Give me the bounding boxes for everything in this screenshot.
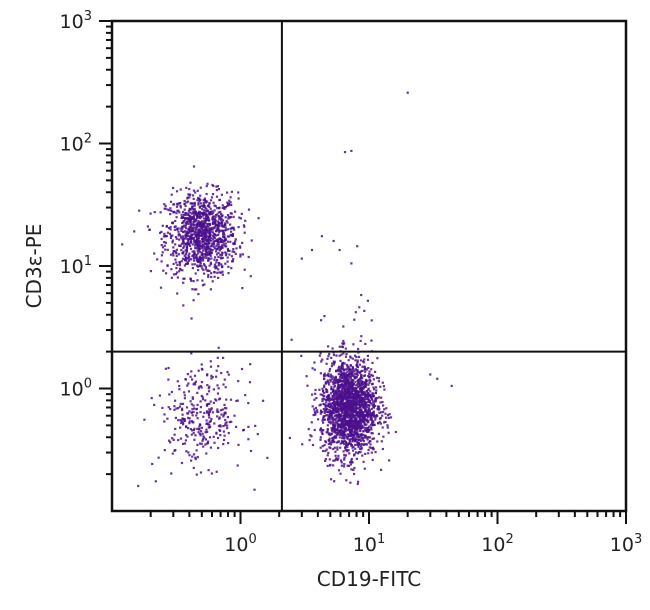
quadrant-gate-lines: [112, 21, 626, 511]
y-axis-ticks: 100 101 102 103: [60, 9, 112, 476]
x-axis-title: CD19-FITC: [317, 567, 421, 591]
data-points: [121, 91, 453, 491]
y-tick-label: 102: [60, 132, 92, 156]
y-axis-title: CD3ε-PE: [22, 224, 46, 309]
x-tick-label: 103: [610, 532, 642, 556]
x-tick-label: 102: [481, 532, 513, 556]
y-tick-label: 101: [60, 254, 92, 278]
y-tick-label: 103: [60, 9, 92, 33]
x-tick-label: 101: [353, 532, 385, 556]
x-axis-ticks: 100 101 102 103: [149, 511, 642, 556]
y-tick-label: 100: [60, 377, 92, 401]
x-tick-label: 100: [224, 532, 256, 556]
